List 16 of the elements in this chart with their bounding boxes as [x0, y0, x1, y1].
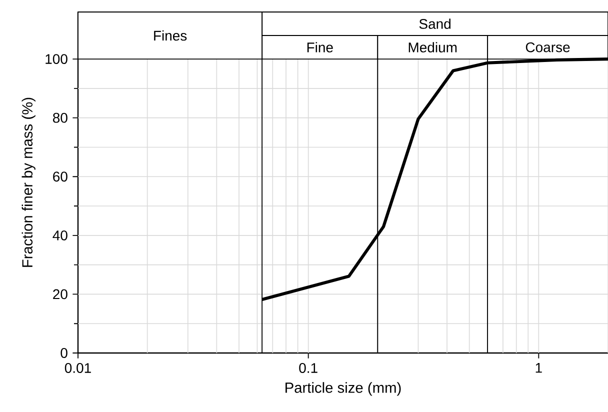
x-tick-label: 0.01 [64, 363, 91, 373]
band-label: Fines [154, 30, 187, 41]
band-label: Medium [408, 42, 457, 52]
band-label: Coarse [526, 42, 570, 52]
x-axis-title: Particle size (mm) [286, 382, 401, 396]
y-tick-label: 0 [60, 348, 68, 358]
y-tick-label: 60 [53, 172, 68, 182]
y-tick-label: 40 [52, 230, 68, 240]
x-tick-label: 0.1 [299, 363, 318, 373]
y-axis-title: Fraction finer by mass (%) [22, 98, 36, 267]
x-tick-label: 1 [536, 363, 542, 373]
y-tick-label: 20 [53, 289, 68, 300]
y-tick-label: 100 [46, 54, 68, 64]
y-tick-label: 80 [52, 112, 68, 123]
band-label: Sand [419, 18, 450, 29]
band-label: Fine [307, 42, 333, 52]
